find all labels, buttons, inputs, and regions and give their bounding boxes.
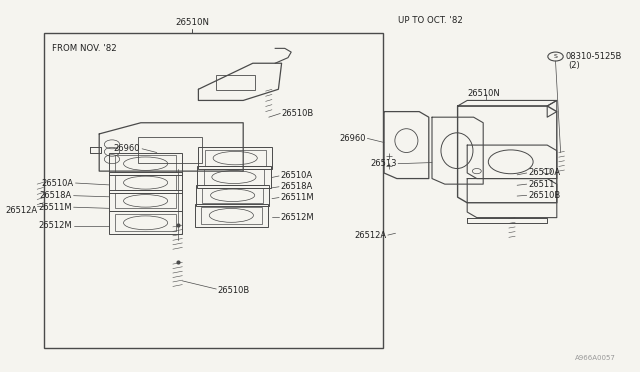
Text: 26512M: 26512M bbox=[280, 213, 314, 222]
Text: 26512A: 26512A bbox=[355, 231, 387, 240]
Bar bbox=[109, 153, 182, 175]
Bar bbox=[196, 185, 269, 206]
Bar bbox=[201, 207, 262, 224]
Text: 26510B: 26510B bbox=[218, 286, 250, 295]
Text: (2): (2) bbox=[568, 61, 580, 70]
Bar bbox=[216, 75, 255, 90]
Text: 26511M: 26511M bbox=[38, 203, 72, 212]
Text: A966A0057: A966A0057 bbox=[575, 355, 616, 361]
Text: 26510A: 26510A bbox=[528, 169, 560, 177]
Bar bbox=[197, 166, 271, 188]
Bar bbox=[109, 190, 182, 211]
Text: 08310-5125B: 08310-5125B bbox=[566, 52, 622, 61]
Bar bbox=[138, 137, 202, 163]
Bar bbox=[202, 188, 263, 203]
Bar bbox=[109, 172, 182, 193]
Bar bbox=[205, 150, 266, 166]
Text: S: S bbox=[554, 54, 557, 59]
Text: 26511M: 26511M bbox=[280, 193, 314, 202]
Text: 26512A: 26512A bbox=[5, 206, 37, 215]
Bar bbox=[195, 204, 268, 227]
Text: 26960: 26960 bbox=[340, 134, 366, 143]
Text: 26960: 26960 bbox=[113, 144, 140, 153]
Text: UP TO OCT. '82: UP TO OCT. '82 bbox=[398, 16, 463, 25]
Text: 26512M: 26512M bbox=[38, 221, 72, 230]
Text: 26510B: 26510B bbox=[282, 109, 314, 118]
Text: 26510N: 26510N bbox=[467, 89, 500, 97]
Text: 26510N: 26510N bbox=[175, 18, 209, 27]
Text: 26510A: 26510A bbox=[280, 171, 312, 180]
Bar bbox=[198, 147, 272, 169]
Bar bbox=[115, 155, 176, 172]
Text: 26510B: 26510B bbox=[528, 191, 560, 200]
Text: 26511: 26511 bbox=[528, 180, 554, 189]
Bar bbox=[204, 169, 264, 185]
Text: 26518A: 26518A bbox=[280, 182, 312, 191]
Text: 26513: 26513 bbox=[371, 159, 397, 168]
Bar bbox=[115, 175, 176, 190]
Bar bbox=[115, 214, 176, 231]
Bar bbox=[115, 193, 176, 208]
Bar bbox=[44, 33, 383, 348]
Text: 26510A: 26510A bbox=[42, 179, 74, 187]
Text: 26518A: 26518A bbox=[40, 191, 72, 200]
Bar bbox=[109, 211, 182, 234]
Text: FROM NOV. '82: FROM NOV. '82 bbox=[52, 44, 117, 53]
